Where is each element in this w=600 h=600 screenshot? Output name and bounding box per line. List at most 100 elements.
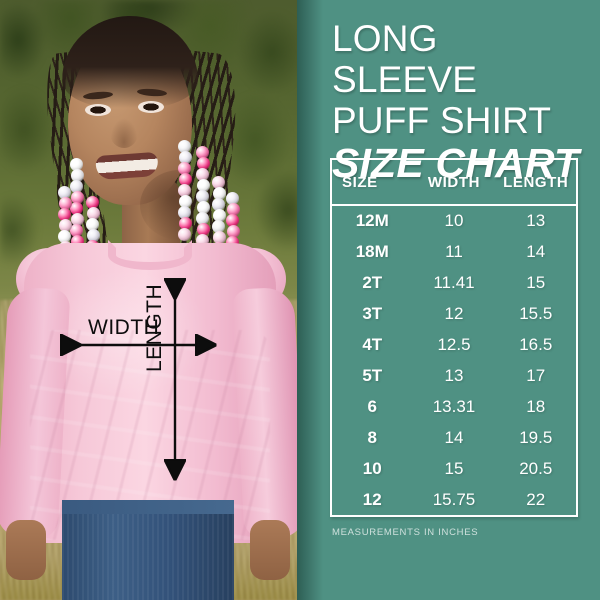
cell-width: 13 xyxy=(444,365,464,385)
cell-size: 10 xyxy=(362,458,382,478)
hair-bead xyxy=(178,228,191,241)
hair-bead xyxy=(227,203,240,216)
hair-bead xyxy=(197,179,210,192)
hand-right xyxy=(250,520,290,580)
measurement-units-note: MEASUREMENTS IN INCHES xyxy=(332,527,479,538)
hair-bead xyxy=(70,202,83,215)
hair-bead xyxy=(226,192,239,205)
table-header: SIZE WIDTH LENGTH xyxy=(332,160,576,206)
hair-bead xyxy=(87,229,100,242)
table-row: 8 14 19.5 xyxy=(332,422,576,453)
table-row: 4T 12.5 16.5 xyxy=(332,329,576,360)
hair-bead xyxy=(71,213,84,226)
pink-shirt-body xyxy=(24,243,276,543)
panel-edge-shadow xyxy=(297,0,323,600)
blue-jeans xyxy=(62,500,234,600)
cell-size: 18M xyxy=(355,241,389,261)
cell-length: 15 xyxy=(526,272,546,292)
column-header-length: LENGTH xyxy=(495,160,576,206)
hair-bead xyxy=(70,224,83,237)
hair-bead xyxy=(70,158,83,171)
hair-bead xyxy=(196,146,209,159)
cell-length: 17 xyxy=(526,365,546,385)
model-figure xyxy=(0,16,300,600)
cell-size: 12 xyxy=(362,489,382,509)
cell-width: 15.75 xyxy=(432,489,476,509)
cell-width: 13.31 xyxy=(432,396,476,416)
hair-bead xyxy=(212,198,225,211)
cell-size: 2T xyxy=(362,272,383,292)
cell-length: 20.5 xyxy=(519,458,553,478)
table-body: 12M 10 13 18M 11 14 2T 11.41 15 3T 12 15.5 4T 12.5 16.… xyxy=(332,205,576,515)
hair-bead xyxy=(213,187,226,200)
cell-width: 12 xyxy=(444,303,464,323)
hair-bead xyxy=(213,209,226,222)
hair-bead xyxy=(59,197,72,210)
hair-bead xyxy=(86,196,99,209)
size-table-container: SIZE WIDTH LENGTH 12M 10 13 18M 11 14 2T 11.41 1… xyxy=(330,158,578,517)
cell-width: 11 xyxy=(445,241,463,261)
table-row: 2T 11.41 15 xyxy=(332,267,576,298)
column-header-width: WIDTH xyxy=(412,160,496,206)
hair-bead xyxy=(196,190,209,203)
hand-left xyxy=(6,520,46,580)
size-table: SIZE WIDTH LENGTH 12M 10 13 18M 11 14 2T 11.41 1… xyxy=(332,160,576,515)
cell-length: 19.5 xyxy=(519,427,553,447)
cell-length: 16.5 xyxy=(519,334,553,354)
cell-size: 3T xyxy=(362,303,383,323)
cell-length: 13 xyxy=(526,211,546,230)
length-annotation-label: LENGTH xyxy=(143,283,166,372)
hair-bead xyxy=(178,184,191,197)
table-header-row: SIZE WIDTH LENGTH xyxy=(332,160,576,206)
table-row: 12M 10 13 xyxy=(332,205,576,236)
hair-bead xyxy=(58,230,71,243)
size-chart-panel: LONG SLEEVE PUFF SHIRT SIZE CHART SIZE W… xyxy=(297,0,600,600)
table-row: 10 15 20.5 xyxy=(332,453,576,484)
cell-size: 12M xyxy=(355,211,389,230)
hair-bead xyxy=(213,231,226,244)
cell-length: 15.5 xyxy=(519,303,553,323)
cell-length: 22 xyxy=(526,489,546,509)
hair-bead xyxy=(178,206,191,219)
hair-bead xyxy=(226,214,239,227)
hair-bead xyxy=(197,223,210,236)
eye-right xyxy=(138,101,164,113)
eye-left xyxy=(85,104,111,116)
hair-bead xyxy=(179,195,192,208)
hair-bead xyxy=(212,176,225,189)
cell-length: 14 xyxy=(526,241,546,261)
hair-bead xyxy=(227,225,240,238)
column-header-size: SIZE xyxy=(332,160,413,206)
table-row: 12 15.75 22 xyxy=(332,484,576,515)
cell-size: 5T xyxy=(362,365,383,385)
nose xyxy=(110,118,138,148)
hair-bead xyxy=(58,208,71,221)
cell-size: 4T xyxy=(362,334,383,354)
hair-bead xyxy=(178,140,191,153)
hair-bead xyxy=(71,169,84,182)
cell-width: 10 xyxy=(444,211,464,230)
title-line-1: LONG SLEEVE xyxy=(332,18,478,100)
cell-width: 14 xyxy=(444,427,464,447)
hair-top xyxy=(62,16,198,108)
table-row: 5T 13 17 xyxy=(332,360,576,391)
product-photo: WIDTH LENGTH xyxy=(0,0,300,600)
hair-bead xyxy=(179,151,192,164)
hair-bead xyxy=(197,157,210,170)
hair-bead xyxy=(178,162,191,175)
cell-width: 11.41 xyxy=(433,272,475,292)
cell-length: 18 xyxy=(526,396,546,416)
cell-width: 12.5 xyxy=(437,334,471,354)
table-row: 3T 12 15.5 xyxy=(332,298,576,329)
table-row: 6 13.31 18 xyxy=(332,391,576,422)
cell-size: 6 xyxy=(367,396,377,416)
shirt-collar xyxy=(108,240,192,270)
hair-bead xyxy=(86,218,99,231)
hair-bead xyxy=(196,168,209,181)
table-row: 18M 11 14 xyxy=(332,236,576,267)
hair-bead xyxy=(87,207,100,220)
title-line-2: PUFF SHIRT xyxy=(332,100,552,141)
hair-bead xyxy=(197,201,210,214)
cell-width: 15 xyxy=(444,458,464,478)
